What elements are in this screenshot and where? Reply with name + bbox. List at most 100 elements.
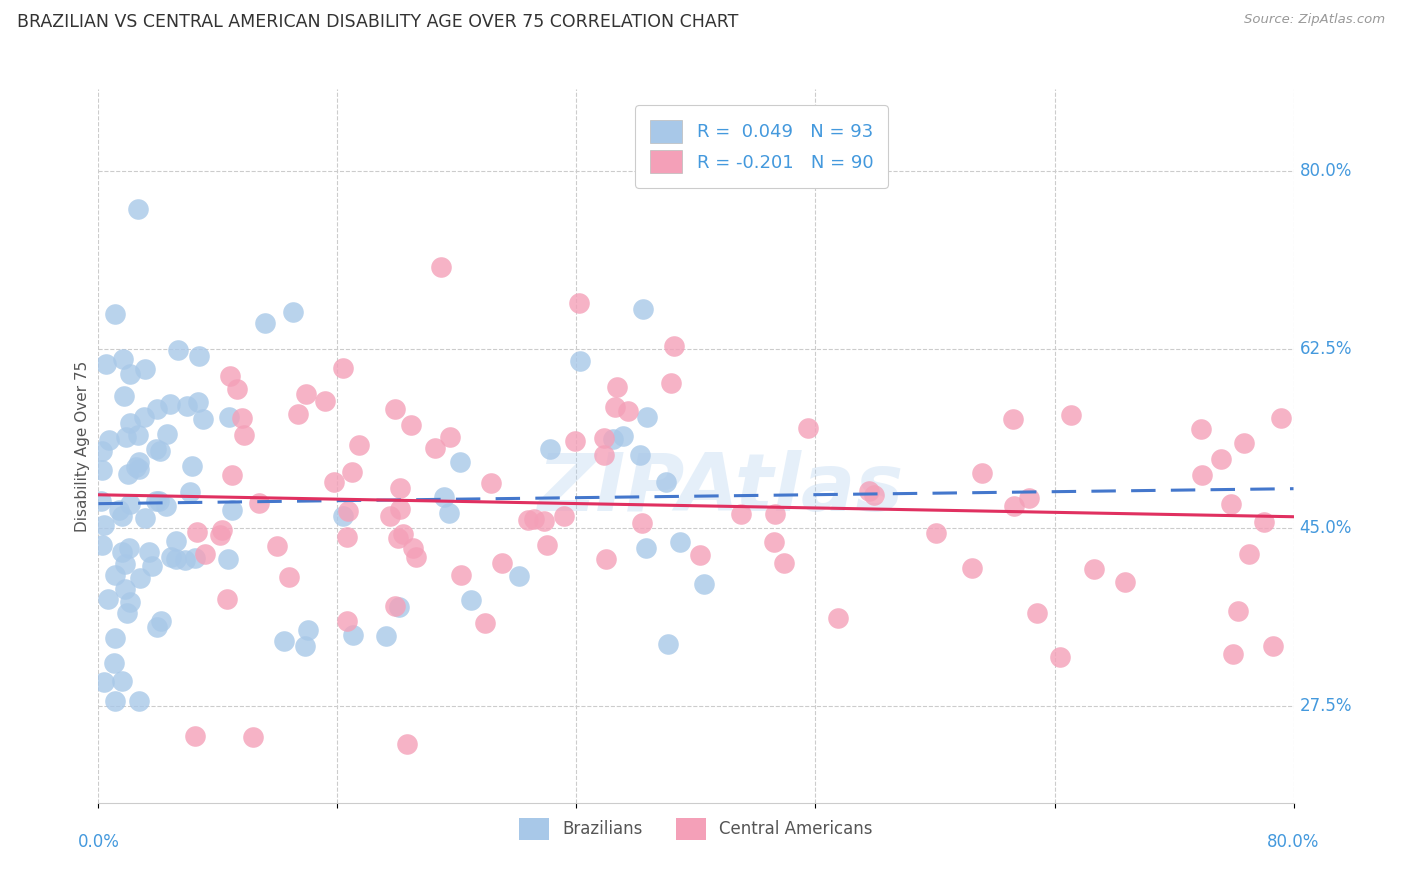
Point: [553, 509, 575, 524]
Point: [474, 616, 496, 631]
Point: [388, 599, 411, 614]
Point: [323, 475, 346, 489]
Point: [117, 606, 139, 620]
Point: [612, 429, 634, 443]
Point: [972, 466, 994, 480]
Point: [114, 557, 136, 571]
Point: [96, 358, 118, 372]
Point: [134, 362, 156, 376]
Point: [273, 633, 295, 648]
Point: [401, 417, 423, 432]
Point: [1233, 436, 1256, 450]
Point: [388, 502, 411, 516]
Point: [184, 550, 207, 565]
Point: [187, 349, 209, 363]
Point: [349, 437, 371, 451]
Point: [127, 202, 149, 216]
Point: [523, 512, 546, 526]
Point: [104, 568, 127, 582]
Point: [1220, 497, 1243, 511]
Point: [159, 397, 181, 411]
Point: [181, 459, 204, 474]
Point: [423, 441, 446, 455]
Point: [191, 411, 214, 425]
Point: [374, 629, 396, 643]
Point: [108, 503, 131, 517]
Point: [155, 500, 177, 514]
Point: [128, 455, 150, 469]
Point: [297, 624, 319, 638]
Point: [156, 426, 179, 441]
Point: [111, 351, 134, 366]
Point: [118, 541, 141, 556]
Point: [117, 467, 139, 482]
Point: [533, 514, 555, 528]
Point: [278, 569, 301, 583]
Point: [1025, 606, 1047, 620]
Point: [593, 431, 616, 445]
Point: [606, 380, 628, 394]
Point: [112, 389, 135, 403]
Point: [630, 516, 652, 530]
Point: [90, 463, 112, 477]
Point: [128, 462, 150, 476]
Point: [602, 433, 624, 447]
Point: [395, 737, 418, 751]
Point: [127, 428, 149, 442]
Point: [221, 503, 243, 517]
Point: [1114, 575, 1136, 590]
Point: [384, 599, 406, 614]
Point: [1253, 516, 1275, 530]
Text: 45.0%: 45.0%: [1299, 518, 1353, 537]
Point: [146, 620, 169, 634]
Point: [160, 549, 183, 564]
Point: [332, 360, 354, 375]
Point: [405, 550, 427, 565]
Point: [110, 509, 132, 524]
Point: [863, 488, 886, 502]
Point: [194, 548, 217, 562]
Point: [209, 528, 232, 542]
Point: [433, 490, 456, 504]
Point: [858, 484, 880, 499]
Point: [924, 525, 946, 540]
Point: [233, 428, 256, 442]
Text: 80.0%: 80.0%: [1267, 833, 1320, 851]
Point: [219, 369, 242, 384]
Point: [336, 504, 359, 518]
Point: [659, 376, 682, 390]
Point: [295, 386, 318, 401]
Point: [564, 434, 586, 448]
Point: [391, 527, 413, 541]
Point: [283, 304, 305, 318]
Text: 62.5%: 62.5%: [1299, 340, 1353, 359]
Point: [145, 442, 167, 457]
Point: [1049, 649, 1071, 664]
Point: [97, 433, 120, 447]
Point: [634, 541, 657, 555]
Point: [1237, 547, 1260, 561]
Point: [662, 339, 685, 353]
Point: [384, 402, 406, 417]
Point: [1189, 422, 1212, 436]
Point: [569, 354, 592, 368]
Point: [636, 409, 658, 424]
Point: [628, 449, 651, 463]
Point: [134, 410, 156, 425]
Point: [179, 484, 201, 499]
Point: [97, 591, 120, 606]
Point: [437, 506, 460, 520]
Point: [90, 444, 112, 458]
Point: [217, 551, 239, 566]
Point: [165, 551, 187, 566]
Point: [91, 538, 114, 552]
Point: [657, 637, 679, 651]
Point: [1060, 409, 1083, 423]
Point: [669, 535, 692, 549]
Point: [149, 444, 172, 458]
Point: [176, 399, 198, 413]
Point: [128, 694, 150, 708]
Point: [104, 631, 127, 645]
Point: [460, 593, 482, 607]
Point: [242, 730, 264, 744]
